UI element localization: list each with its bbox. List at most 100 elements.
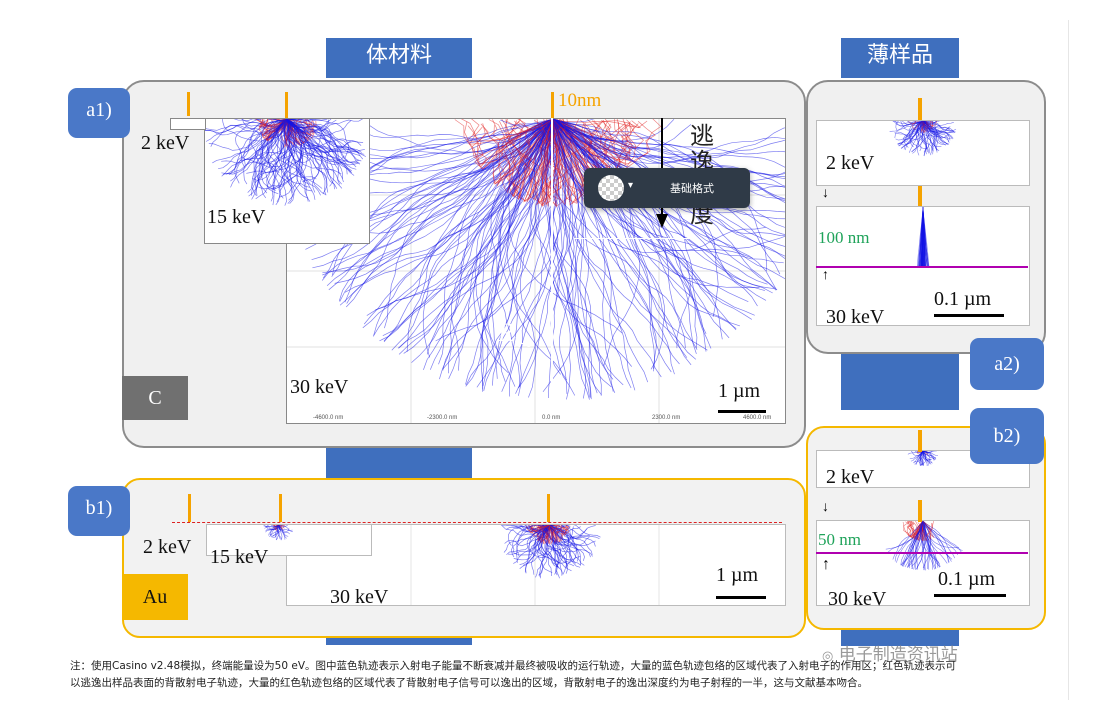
absorbed-track: [552, 119, 766, 252]
absorbed-track: [205, 119, 288, 131]
format-button[interactable]: 基础格式: [670, 182, 714, 195]
absorbed-track: [552, 119, 586, 394]
absorbed-track: [919, 451, 924, 467]
absorbed-track: [552, 119, 785, 155]
absorbed-track: [922, 521, 962, 553]
scale-bar: [716, 596, 766, 599]
absorbed-track: [258, 119, 288, 199]
watermark-text: 电子制造资讯站: [838, 645, 958, 665]
absorbed-track: [549, 525, 601, 538]
energy-label-30kev: 30 keV: [828, 588, 887, 610]
absorbed-track: [552, 119, 616, 394]
absorbed-track: [286, 119, 345, 162]
incident-beam-marker: [918, 430, 922, 452]
electron-trajectories-2kev-thin-gold: [907, 451, 939, 467]
tab-thin-sample: 薄样品: [841, 38, 959, 78]
absorbed-track: [552, 119, 632, 389]
absorbed-track: [529, 119, 614, 380]
absorbed-track: [286, 119, 319, 124]
trajectory-plot: [889, 121, 957, 157]
absorbed-track: [283, 119, 311, 202]
film-bottom-boundary: [816, 266, 1028, 268]
backscatter-track: [278, 525, 284, 530]
absorbed-track: [326, 119, 554, 287]
absorbed-track: [917, 121, 924, 156]
absorbed-track: [552, 119, 785, 176]
absorbed-track: [286, 119, 335, 187]
absorbed-track: [283, 119, 321, 196]
watermark: ◎ 电子制造资讯站: [822, 640, 958, 665]
absorbed-track: [920, 207, 924, 268]
chevron-down-icon[interactable]: ▾: [628, 180, 634, 191]
absorbed-track: [286, 119, 304, 201]
absorbed-track: [266, 119, 292, 195]
absorbed-track: [922, 451, 937, 460]
absorbed-track: [919, 121, 928, 155]
absorbed-track: [274, 525, 280, 540]
absorbed-track: [922, 121, 950, 143]
axis-tick: 0.0 nm: [542, 415, 561, 421]
absorbed-track: [548, 525, 567, 575]
film-bottom-boundary: [816, 552, 1028, 554]
scale-bar: [934, 594, 1006, 597]
absorbed-track: [258, 119, 288, 190]
plot-30kev-gold: [286, 524, 786, 606]
panel-label-b1: b1): [68, 486, 130, 536]
plot-15kev-carbon: [204, 118, 370, 244]
beam-size-label: 10nm: [558, 90, 602, 111]
backscatter-track: [471, 119, 554, 158]
absorbed-track: [248, 119, 289, 197]
material-badge-gold: Au: [122, 574, 188, 620]
electron-trajectories-2kev-thin: [889, 121, 957, 157]
backscatter-track: [471, 119, 554, 168]
trajectory-plot: [917, 207, 930, 268]
absorbed-track: [278, 525, 290, 535]
absorbed-track: [286, 119, 359, 164]
incident-beam-marker: [547, 494, 550, 522]
absorbed-track: [548, 525, 563, 576]
figure-note: 注：使用Casino v2.48模拟，终端能量设为50 eV。图中蓝色轨迹表示入…: [70, 658, 1080, 692]
absorbed-track: [902, 521, 924, 567]
trajectory-plot: [205, 119, 366, 206]
absorbed-track: [255, 119, 288, 200]
energy-label-30kev: 30 keV: [290, 376, 349, 398]
absorbed-track: [923, 121, 934, 123]
absorbed-track: [286, 119, 359, 163]
backscatter-track: [552, 119, 645, 149]
absorbed-track: [286, 119, 355, 176]
plot-2kev-carbon: [170, 118, 206, 130]
absorbed-track: [552, 119, 662, 378]
color-swatch-icon[interactable]: [598, 175, 624, 201]
absorbed-track: [512, 525, 550, 554]
absorbed-track: [552, 119, 785, 178]
absorbed-track: [552, 119, 765, 291]
absorbed-track: [917, 207, 924, 267]
absorbed-track: [894, 121, 924, 138]
absorbed-track: [361, 119, 554, 153]
absorbed-track: [276, 525, 282, 540]
absorbed-track: [552, 119, 768, 285]
absorbed-track: [922, 521, 941, 568]
absorbed-track: [552, 119, 641, 367]
escape-depth-line: [574, 238, 694, 239]
absorbed-track: [922, 521, 959, 555]
energy-label-30kev: 30 keV: [330, 586, 389, 608]
absorbed-track: [922, 451, 932, 465]
absorbed-track: [254, 119, 292, 184]
backscatter-track: [286, 119, 317, 127]
absorbed-track: [344, 119, 554, 303]
absorbed-track: [909, 121, 924, 153]
absorbed-track: [552, 119, 785, 200]
tab-bulk-material: 体材料: [326, 38, 472, 78]
absorbed-track: [383, 119, 554, 342]
electron-trajectories-15kev: [205, 119, 366, 206]
absorbed-track: [286, 119, 328, 195]
backscatter-track: [268, 119, 288, 121]
backscatter-track: [535, 119, 562, 206]
note-line: 注：使用Casino v2.48模拟，终端能量设为50 eV。图中蓝色轨迹表示入…: [70, 660, 957, 672]
energy-label-15kev: 15 keV: [207, 206, 266, 228]
absorbed-track: [382, 119, 554, 337]
absorbed-track: [901, 521, 924, 566]
energy-label-2kev: 2 keV: [141, 132, 190, 154]
panel-label-a1: a1): [68, 88, 130, 138]
